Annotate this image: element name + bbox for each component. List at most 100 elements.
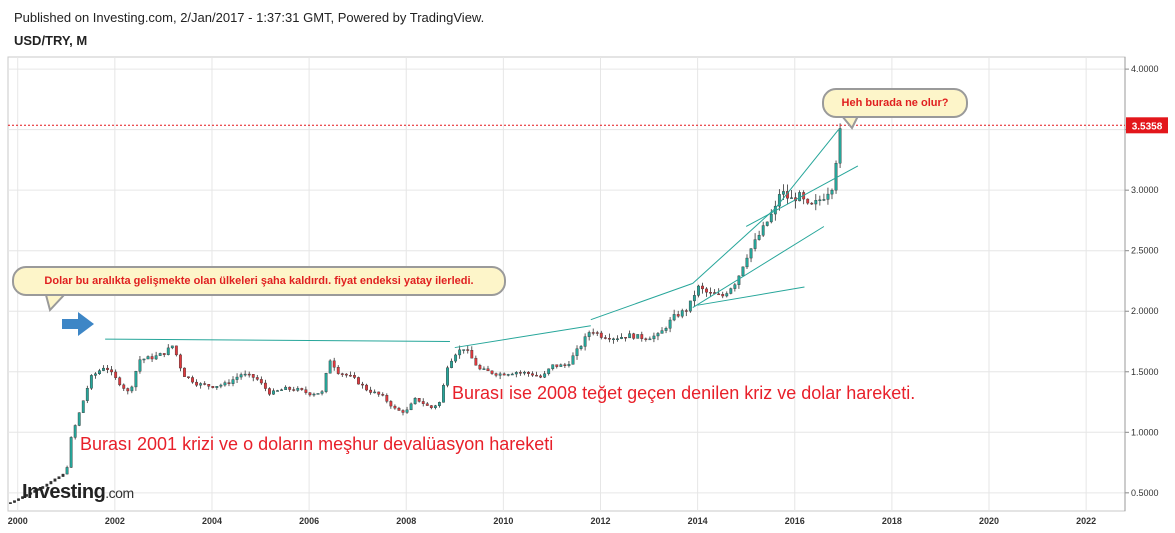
candle-body — [357, 377, 360, 385]
candle-body — [65, 467, 69, 475]
candle-body — [466, 349, 470, 351]
candle-body — [348, 374, 352, 377]
candle-body — [401, 410, 405, 413]
candle-body — [146, 356, 150, 360]
candle-body — [243, 373, 247, 376]
candle-body — [680, 310, 684, 317]
candle-body — [251, 374, 255, 378]
candle-body — [486, 368, 490, 372]
candle-body — [838, 128, 842, 164]
x-tick-label: 2020 — [979, 516, 999, 526]
candle-body — [170, 345, 174, 349]
y-tick-label: 0.5000 — [1131, 488, 1159, 498]
candle-body — [187, 376, 190, 378]
candle-body — [450, 360, 453, 368]
candle-body — [745, 257, 749, 268]
candle-body — [296, 388, 300, 391]
candle-body — [61, 473, 65, 477]
candle-body — [454, 354, 458, 362]
candle-body — [369, 389, 373, 393]
candle-body — [377, 391, 381, 395]
candle-body — [304, 389, 308, 393]
x-tick-label: 2002 — [105, 516, 125, 526]
candle-body — [316, 393, 320, 395]
candle-body — [77, 412, 81, 426]
candle-body — [142, 358, 146, 361]
candle-body — [648, 338, 652, 341]
candle-body — [126, 388, 130, 392]
candle-body — [69, 437, 73, 468]
candle-body — [697, 285, 700, 296]
candle-body — [89, 375, 93, 389]
candle-body — [284, 386, 288, 390]
candle-body — [822, 199, 826, 201]
y-tick-label: 2.0000 — [1131, 306, 1159, 316]
candle-body — [433, 405, 437, 408]
candle-body — [328, 360, 332, 374]
candle-body — [616, 338, 619, 340]
candle-body — [547, 368, 551, 374]
candle-body — [300, 388, 304, 390]
candle-body — [599, 332, 603, 338]
trendline — [697, 286, 805, 306]
candle-body — [9, 502, 12, 504]
candle-body — [280, 389, 283, 391]
candle-body — [312, 393, 316, 396]
annotation-bubble-right: Heh burada ne olur? — [822, 88, 968, 118]
candle-body — [737, 275, 741, 285]
trendline — [774, 129, 839, 209]
candle-body — [361, 383, 364, 386]
candle-body — [672, 314, 676, 321]
candle-body — [579, 346, 583, 349]
candle-body — [632, 333, 636, 339]
candle-body — [769, 213, 773, 223]
candle-body — [692, 295, 696, 302]
candle-body — [684, 310, 688, 312]
candle-body — [446, 367, 449, 386]
note-2008-crisis: Burası ise 2008 teğet geçen denilen kriz… — [452, 383, 916, 403]
candle-body — [13, 500, 16, 503]
candle-body — [591, 332, 595, 334]
candle-body — [733, 284, 737, 289]
candle-body — [442, 385, 445, 403]
candle-body — [741, 266, 745, 277]
candle-body — [425, 403, 429, 406]
candle-body — [191, 377, 194, 383]
y-tick-label: 1.5000 — [1131, 367, 1159, 377]
trendline — [692, 207, 776, 284]
candle-body — [571, 355, 575, 365]
candle-body — [668, 319, 672, 329]
candle-body — [37, 488, 41, 491]
candle-body — [656, 333, 660, 337]
candle-body — [429, 405, 433, 408]
candle-body — [215, 386, 219, 388]
candle-body — [527, 371, 530, 374]
candle-body — [53, 478, 57, 482]
candle-body — [373, 391, 377, 394]
candle-body — [709, 292, 712, 294]
x-tick-label: 2004 — [202, 516, 222, 526]
annotation-bubble-left: Dolar bu aralıkta gelişmekte olan ülkele… — [12, 266, 506, 296]
candle-body — [211, 386, 215, 388]
candle-body — [757, 235, 761, 240]
candle-body — [134, 371, 138, 388]
candle-body — [239, 374, 243, 378]
candle-body — [344, 373, 348, 376]
candle-body — [122, 384, 126, 389]
candle-body — [765, 221, 769, 226]
candle-body — [717, 293, 721, 296]
trendline — [692, 226, 825, 309]
candle-body — [247, 373, 251, 376]
candle-body — [612, 338, 615, 341]
investing-logo[interactable]: Investing.com — [22, 481, 134, 504]
last-price-label: 3.5358 — [1132, 121, 1163, 132]
candle-body — [409, 403, 413, 411]
candle-body — [195, 381, 199, 386]
candle-body — [57, 476, 61, 480]
candle-body — [332, 360, 336, 368]
candle-body — [85, 388, 89, 401]
x-tick-label: 2006 — [299, 516, 319, 526]
candle-body — [583, 336, 587, 347]
candle-body — [276, 390, 279, 392]
candle-body — [806, 198, 810, 204]
